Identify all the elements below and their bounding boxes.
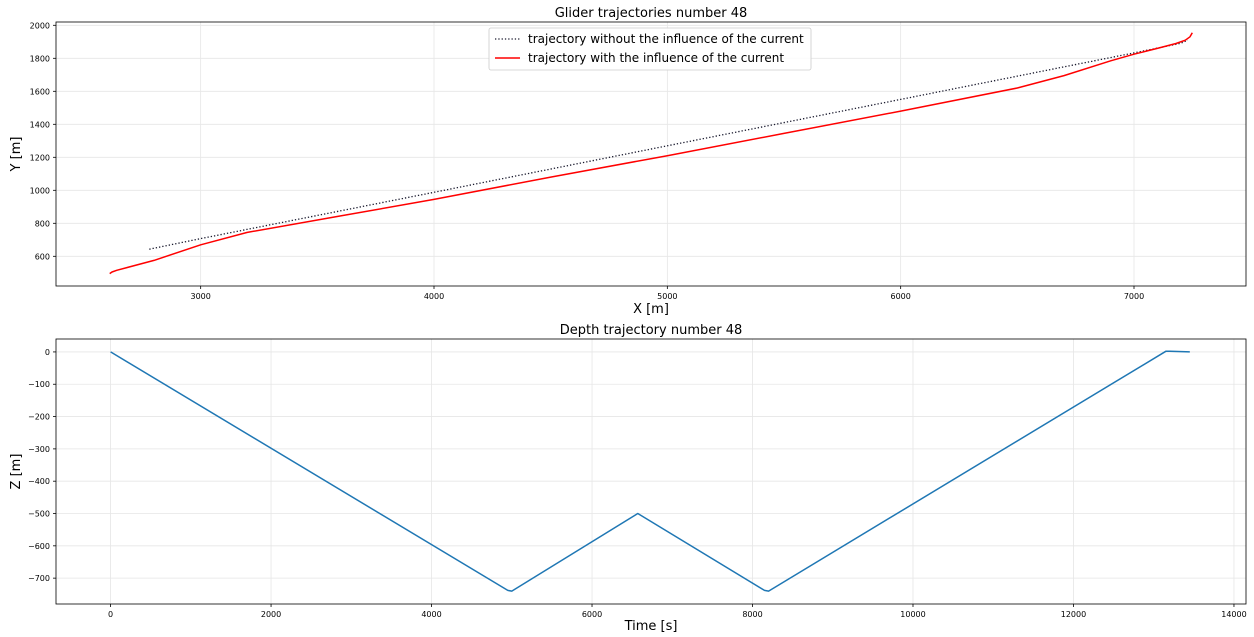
grid — [56, 22, 1246, 286]
y-tick-label: 600 — [35, 252, 50, 261]
chart-title: Glider trajectories number 48 — [555, 6, 748, 21]
y-axis-label: Y [m] — [9, 137, 24, 173]
legend-entry-without-current: trajectory without the influence of the … — [528, 32, 804, 46]
legend-box — [488, 27, 812, 71]
tick-labels: 0 2000 4000 6000 8000 10000 12000 14000 0 −100 −20… — [28, 348, 1247, 619]
x-tick-label: 5000 — [657, 292, 677, 301]
x-tick-label: 2000 — [261, 610, 281, 619]
y-tick-label: 1400 — [30, 120, 50, 129]
series-line-0 — [149, 39, 1188, 250]
x-tick-label: 4000 — [421, 610, 441, 619]
plot-area — [109, 32, 1193, 275]
y-tick-label: 2000 — [30, 21, 50, 30]
y-tick-label: −100 — [28, 380, 50, 389]
y-tick-label: −300 — [28, 445, 50, 454]
x-tick-label: 10000 — [900, 610, 925, 619]
y-tick-label: 800 — [35, 219, 50, 228]
depth-trajectory-chart: 0 2000 4000 6000 8000 10000 12000 14000 0 −100 −20… — [9, 323, 1247, 634]
plot-area — [110, 350, 1190, 592]
x-tick-label: 0 — [108, 610, 113, 619]
x-tick-label: 4000 — [424, 292, 444, 301]
legend-entry-with-current: trajectory with the influence of the cur… — [528, 51, 784, 65]
y-tick-label: 0 — [45, 348, 50, 357]
x-tick-label: 7000 — [1124, 292, 1144, 301]
legend: trajectory without the influence of the … — [488, 27, 812, 71]
axes-frame — [55, 338, 1247, 605]
grid — [56, 339, 1246, 604]
x-tick-label: 14000 — [1221, 610, 1246, 619]
y-tick-label: 1000 — [30, 186, 50, 195]
x-tick-label: 6000 — [890, 292, 910, 301]
chart-title: Depth trajectory number 48 — [560, 323, 743, 338]
x-tick-label: 3000 — [190, 292, 210, 301]
y-tick-label: −500 — [28, 510, 50, 519]
x-tick-label: 12000 — [1061, 610, 1086, 619]
axes-frame — [55, 21, 1247, 287]
x-axis-label: Time [s] — [624, 619, 678, 634]
x-tick-label: 6000 — [582, 610, 602, 619]
tick-labels: 3000 4000 5000 6000 7000 600 800 1000 1200 1400 16… — [30, 21, 1145, 301]
y-tick-label: 1200 — [30, 153, 50, 162]
y-tick-label: 1600 — [30, 87, 50, 96]
y-tick-label: −700 — [28, 574, 50, 583]
y-tick-label: −400 — [28, 477, 50, 486]
series-line-0 — [110, 350, 1190, 592]
glider-trajectory-chart: 3000 4000 5000 6000 7000 600 800 1000 1200 1400 16… — [9, 6, 1247, 317]
y-axis-label: Z [m] — [9, 454, 24, 490]
x-axis-label: X [m] — [633, 302, 669, 317]
y-tick-label: 1800 — [30, 54, 50, 63]
x-tick-label: 8000 — [742, 610, 762, 619]
y-tick-label: −200 — [28, 413, 50, 422]
y-tick-label: −600 — [28, 542, 50, 551]
series-line-1 — [109, 32, 1193, 275]
